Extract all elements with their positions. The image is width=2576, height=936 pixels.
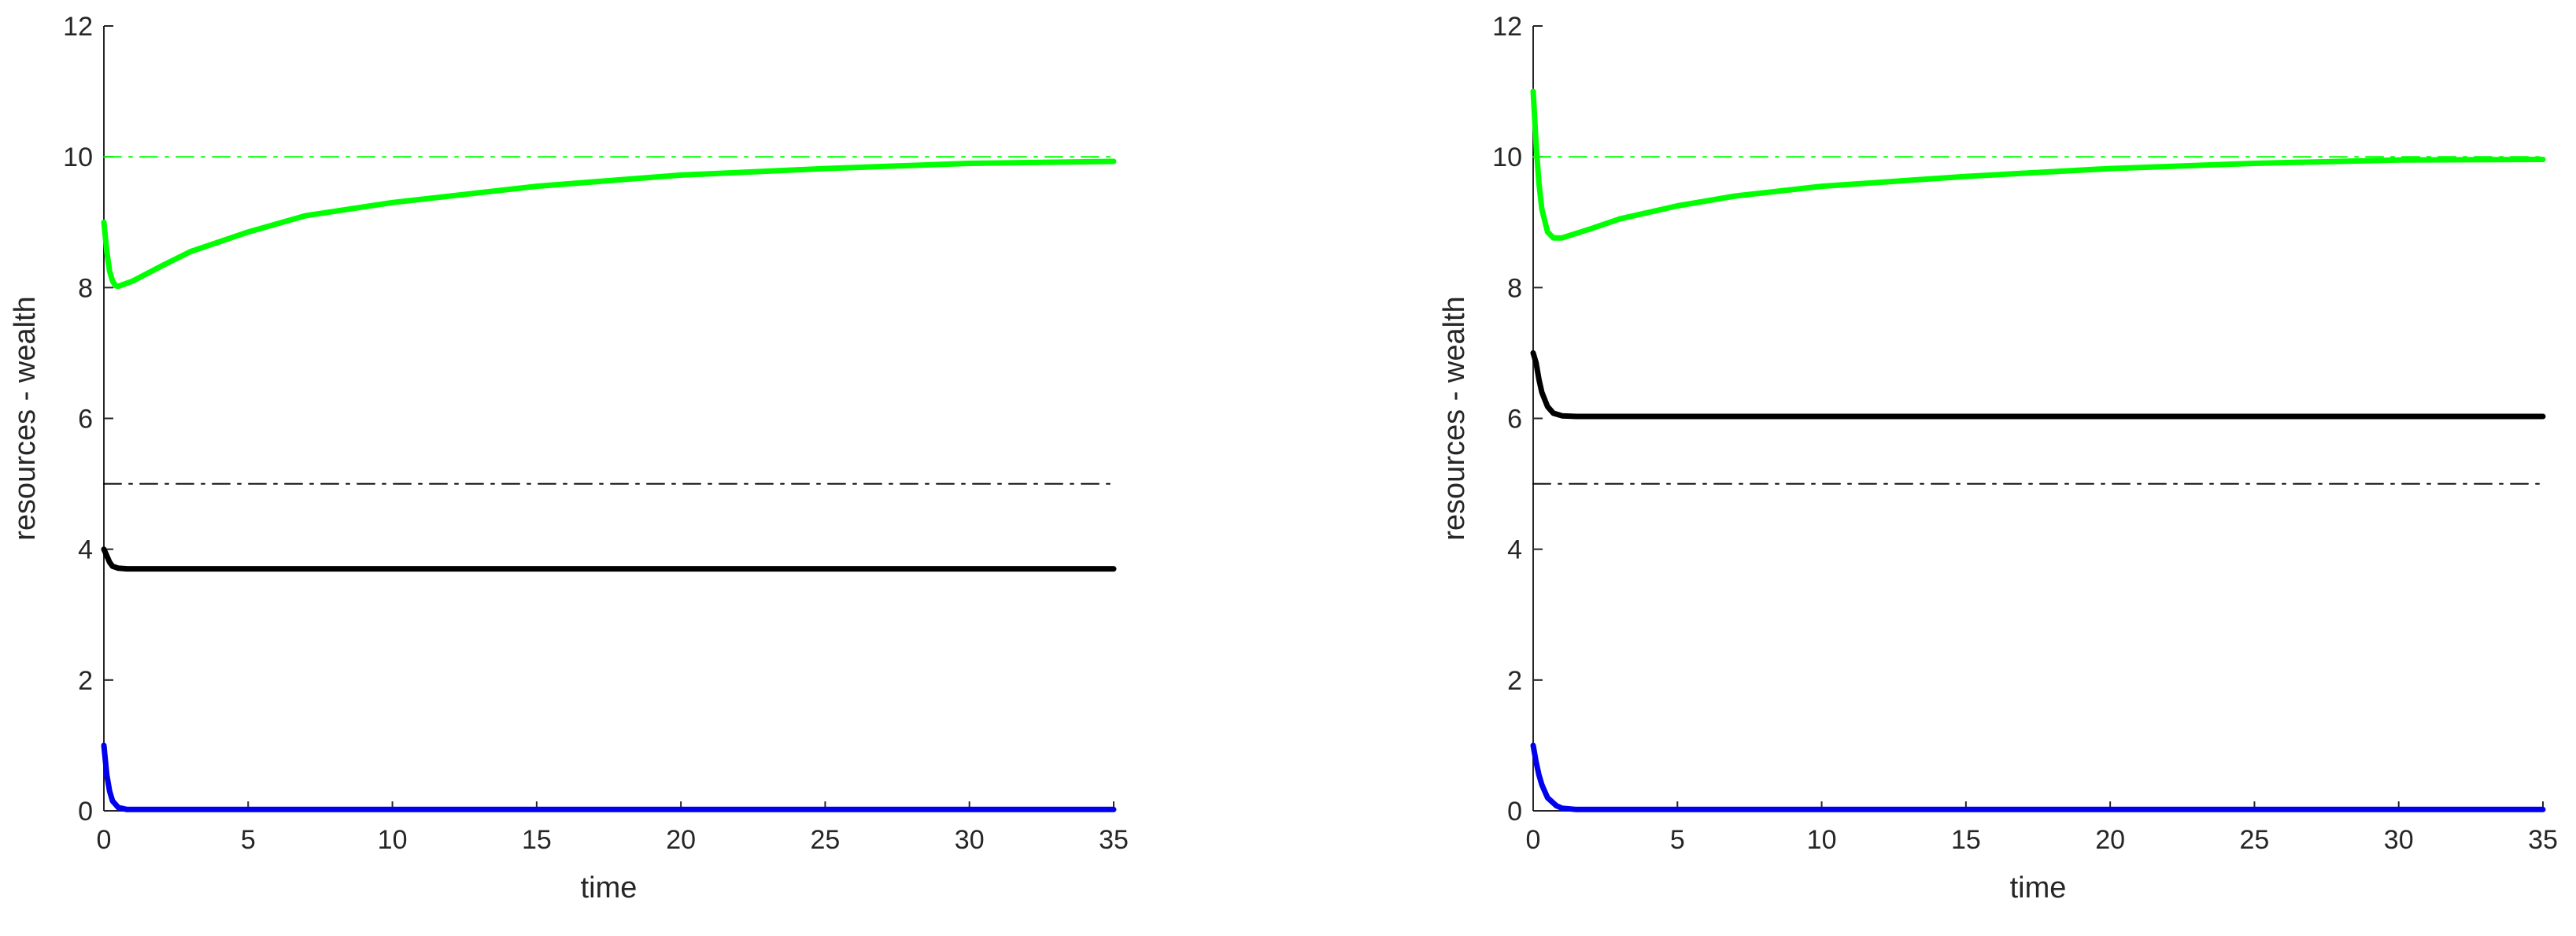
left-plot: 0 2 4 6 8 10 12 0 5 10 15 20 25 30 35 time resources - w…: [9, 12, 1129, 905]
y-axis-label: resources - wealth: [1438, 296, 1471, 540]
series-line: [1530, 350, 2546, 420]
x-tick-label: 0: [97, 825, 112, 855]
x-tick-label: 10: [1807, 825, 1837, 855]
x-tick-label: 30: [955, 825, 985, 855]
right-plot: 0 2 4 6 8 10 12 0 5 10 15 20 25 30 35 time resources - w…: [1438, 12, 2558, 905]
y-tick-label: 12: [63, 12, 93, 42]
y-tick-label: 10: [1492, 142, 1522, 172]
y-tick-label: 2: [1507, 666, 1522, 696]
x-tick-label: 15: [522, 825, 552, 855]
x-tick-label: 25: [2240, 825, 2270, 855]
x-axis-label: time: [581, 871, 638, 905]
y-tick-label: 0: [78, 797, 93, 827]
x-tick-label: 35: [1099, 825, 1129, 855]
series-line: [101, 158, 1117, 290]
x-tick-label: 10: [378, 825, 408, 855]
y-tick-label: 4: [78, 535, 93, 565]
y-tick-label: 2: [78, 666, 93, 696]
x-tick-label: 5: [241, 825, 256, 855]
y-tick-label: 8: [78, 273, 93, 303]
x-tick-label: 30: [2384, 825, 2414, 855]
y-tick-label: 4: [1507, 535, 1522, 565]
x-tick-label: 15: [1951, 825, 1981, 855]
y-tick-label: 8: [1507, 273, 1522, 303]
x-tick-label: 20: [2095, 825, 2125, 855]
x-tick-label: 35: [2528, 825, 2558, 855]
series-line: [101, 546, 1117, 572]
y-tick-label: 0: [1507, 797, 1522, 827]
series-line: [1530, 88, 2546, 241]
y-tick-label: 6: [78, 405, 93, 435]
x-tick-label: 25: [811, 825, 841, 855]
y-tick-label: 12: [1492, 12, 1522, 42]
x-axis-label: time: [2010, 871, 2067, 905]
x-tick-label: 20: [666, 825, 696, 855]
x-tick-label: 0: [1526, 825, 1541, 855]
y-tick-label: 10: [63, 142, 93, 172]
y-axis-label: resources - wealth: [9, 296, 42, 540]
series-line: [1530, 742, 2546, 812]
x-tick-label: 5: [1670, 825, 1685, 855]
y-tick-label: 6: [1507, 405, 1522, 435]
series-line: [101, 742, 1117, 812]
